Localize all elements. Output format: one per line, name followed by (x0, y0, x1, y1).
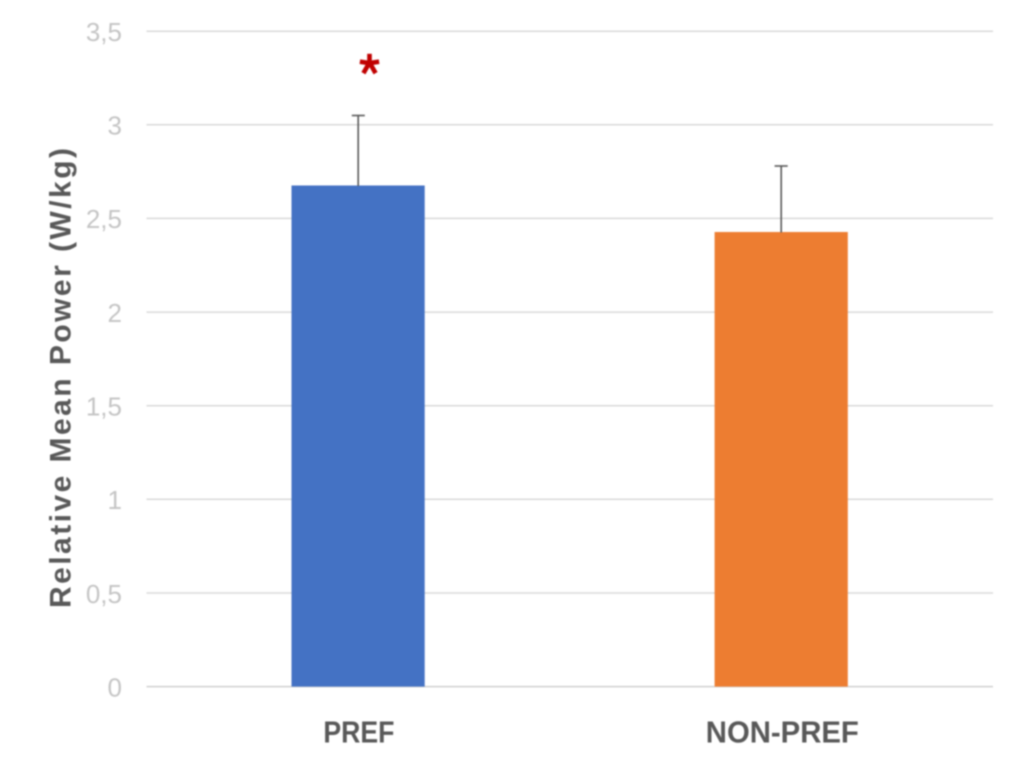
svg-text:NON-PREF: NON-PREF (706, 714, 859, 749)
svg-text:2,5: 2,5 (86, 204, 122, 234)
svg-text:2: 2 (108, 298, 122, 328)
svg-text:3,5: 3,5 (86, 17, 122, 47)
svg-text:0: 0 (108, 672, 122, 702)
svg-text:3: 3 (108, 111, 122, 141)
svg-text:1: 1 (108, 485, 122, 515)
svg-text:1,5: 1,5 (86, 392, 122, 422)
svg-text:0,5: 0,5 (86, 579, 122, 609)
svg-text:PREF: PREF (323, 714, 394, 749)
